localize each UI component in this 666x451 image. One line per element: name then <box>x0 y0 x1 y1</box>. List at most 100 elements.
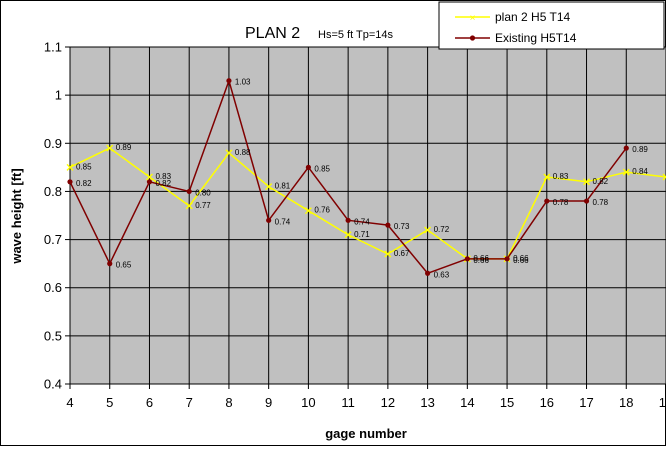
x-axis-title: gage number <box>325 426 407 441</box>
data-point-plan2 <box>225 149 233 157</box>
data-point-existing <box>385 222 391 228</box>
data-label: 0.89 <box>632 145 648 154</box>
data-label: 0.85 <box>314 164 330 173</box>
data-label: 0.72 <box>434 225 450 234</box>
data-label: 1.03 <box>235 78 251 87</box>
data-point-plan2 <box>145 173 153 181</box>
legend-label-plan2: plan 2 H5 T14 <box>495 10 570 24</box>
data-point-existing <box>186 188 192 195</box>
x-tick-label: 16 <box>540 395 554 410</box>
data-label: 0.88 <box>235 148 251 157</box>
data-label: 0.66 <box>473 256 489 265</box>
x-tick-label: 17 <box>579 395 593 410</box>
data-label: 0.73 <box>394 222 410 231</box>
data-label: 0.82 <box>155 179 171 188</box>
x-tick-label: 14 <box>460 395 474 410</box>
data-label: 0.84 <box>632 167 648 176</box>
data-point-plan2 <box>384 250 392 258</box>
data-label: 0.82 <box>593 177 609 186</box>
data-label: 0.82 <box>76 179 92 188</box>
data-point-existing <box>266 217 272 223</box>
data-label: 0.77 <box>195 201 211 210</box>
data-point-existing <box>623 145 629 151</box>
y-tick-label: 1.1 <box>44 40 62 55</box>
x-tick-label: 13 <box>420 395 434 410</box>
data-point-existing <box>425 270 431 276</box>
data-point-existing <box>345 217 351 223</box>
data-point-plan2 <box>344 231 352 239</box>
y-tick-label: 0.9 <box>44 136 62 151</box>
data-point-plan2 <box>265 183 273 191</box>
x-tick-label: 8 <box>225 395 232 410</box>
data-point-plan2 <box>304 207 312 215</box>
series-layer <box>66 78 666 276</box>
data-label: 0.85 <box>76 162 92 171</box>
data-label: 0.83 <box>553 172 569 181</box>
data-point-plan2 <box>543 173 551 181</box>
data-labels: 0.85 0.89 0.83 0.77 0.88 0.81 0.76 0.71 0.67 0.72… <box>76 78 648 280</box>
chart-subtitle: Hs=5 ft Tp=14s <box>318 29 394 41</box>
y-tick-label: 0.7 <box>44 232 62 247</box>
data-point-plan2 <box>424 226 432 234</box>
data-label: 0.66 <box>473 254 489 263</box>
data-point-existing <box>67 179 73 185</box>
legend: × plan 2 H5 T14 Existing H5T14 <box>438 1 665 50</box>
legend-circle-marker <box>469 35 476 41</box>
legend-label-existing: Existing H5T14 <box>495 31 577 45</box>
data-label: 0.76 <box>314 206 330 215</box>
data-label: 0.71 <box>354 230 370 239</box>
x-tick-label: 12 <box>381 395 395 410</box>
data-point-plan2 <box>583 178 591 186</box>
y-tick-label: 0.4 <box>44 377 62 392</box>
data-label: 0.66 <box>513 254 529 263</box>
x-tick-label: 5 <box>106 395 113 410</box>
x-tick-label: 19 <box>659 395 666 410</box>
y-tick-label: 0.6 <box>44 280 62 295</box>
legend-x-marker: × <box>470 13 476 24</box>
chart-title: PLAN 2 <box>245 25 300 42</box>
y-tick-label: 0.5 <box>44 328 62 343</box>
data-label: 0.65 <box>116 261 132 270</box>
series-line-plan2 <box>69 147 666 260</box>
data-label: 0.67 <box>394 249 410 258</box>
data-label: 0.74 <box>354 217 370 226</box>
data-point-plan2 <box>662 173 666 181</box>
data-label: 0.81 <box>275 182 291 191</box>
data-label: 0.78 <box>553 198 569 207</box>
y-tick-label: 0.8 <box>44 184 62 199</box>
data-label: 0.89 <box>116 143 132 152</box>
y-tick-label: 1 <box>55 88 62 103</box>
data-point-plan2 <box>185 202 193 210</box>
data-point-existing <box>226 78 232 84</box>
data-label: 0.74 <box>275 217 291 226</box>
x-tick-label: 6 <box>146 395 153 410</box>
data-point-existing <box>146 179 153 185</box>
data-label: 0.83 <box>155 172 171 181</box>
data-label: 0.63 <box>434 270 450 279</box>
data-label: 0.80 <box>195 188 211 197</box>
x-tick-label: 4 <box>66 395 73 410</box>
plot-background <box>70 47 666 384</box>
axes: 4 5 6 7 8 9 10 11 12 13 14 15 16 17 18 19 0.4 0.5 0.6 0.7 0.… <box>44 40 666 410</box>
x-tick-label: 9 <box>265 395 272 410</box>
data-point-existing <box>464 256 470 262</box>
x-tick-label: 11 <box>341 395 355 410</box>
data-label: 0.66 <box>513 256 529 265</box>
data-point-existing <box>504 256 510 262</box>
legend-box <box>438 1 665 50</box>
data-point-existing <box>305 164 311 170</box>
x-tick-label: 18 <box>619 395 633 410</box>
data-point-plan2 <box>66 163 74 171</box>
x-tick-label: 7 <box>186 395 193 410</box>
x-tick-label: 15 <box>500 395 514 410</box>
plot-area <box>69 46 666 385</box>
data-point-plan2 <box>622 168 630 176</box>
data-point-plan2 <box>106 144 114 152</box>
data-point-existing <box>583 198 590 204</box>
data-label: 0.78 <box>593 198 609 207</box>
x-tick-label: 10 <box>301 395 315 410</box>
data-point-existing <box>544 198 550 204</box>
y-axis-title: wave height [ft] <box>9 168 24 264</box>
